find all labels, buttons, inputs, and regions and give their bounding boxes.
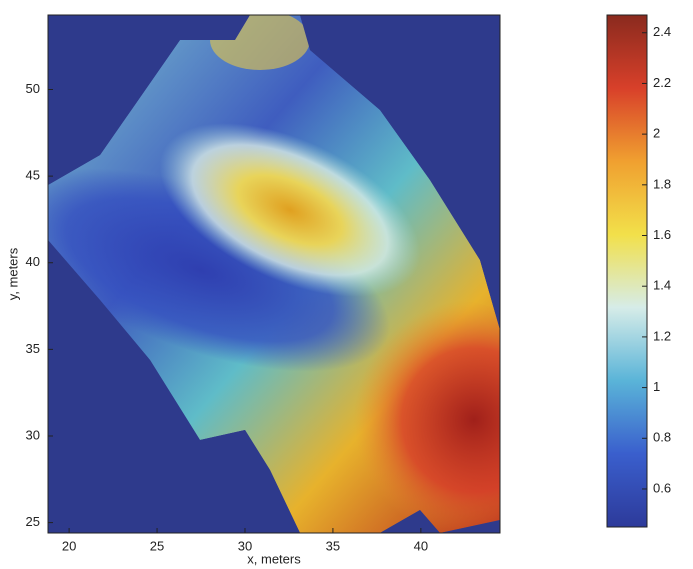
colorbar-tick-label: 1.8: [653, 176, 671, 191]
chart: 2025303540253035404550 x, metersy, meter…: [0, 0, 693, 569]
x-tick-label: 25: [150, 538, 164, 553]
colorbar-tick-label: 1.2: [653, 328, 671, 343]
y-tick-label: 35: [26, 341, 40, 356]
y-axis-label: y, meters: [5, 247, 20, 300]
x-tick-label: 35: [326, 538, 340, 553]
colorbar-tick-label: 1.4: [653, 278, 671, 293]
x-tick-label: 40: [414, 538, 428, 553]
colorbar-tick-label: 0.6: [653, 480, 671, 495]
colorbar-tick-label: 2.2: [653, 75, 671, 90]
colorbar-tick-label: 1: [653, 379, 660, 394]
y-tick-label: 50: [26, 81, 40, 96]
colorbar: [607, 15, 647, 527]
y-tick-label: 30: [26, 427, 40, 442]
colorbar-tick-label: 2: [653, 126, 660, 141]
x-tick-label: 20: [62, 538, 76, 553]
y-tick-label: 25: [26, 514, 40, 529]
colorbar-tick-label: 2.4: [653, 24, 671, 39]
colorbar-tick-label: 0.8: [653, 430, 671, 445]
x-axis-label: x, meters: [247, 551, 301, 566]
y-tick-label: 40: [26, 254, 40, 269]
colorbar-tick-label: 1.6: [653, 227, 671, 242]
y-tick-label: 45: [26, 168, 40, 183]
